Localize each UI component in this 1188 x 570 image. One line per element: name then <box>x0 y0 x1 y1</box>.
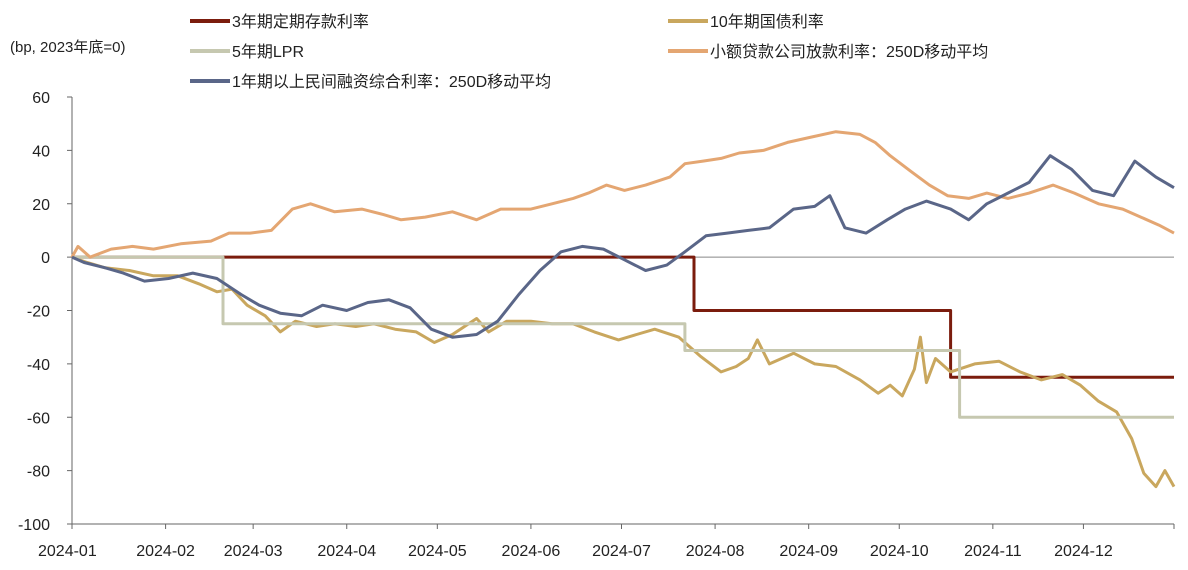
x-tick-label: 2024-03 <box>224 543 283 560</box>
y-tick-label: 40 <box>32 143 50 160</box>
axes: 60 40 20 0 -20 -40 -60 -80 -100 2024-01 2024-02 202… <box>18 90 1175 560</box>
series-line-3 <box>72 255 1174 419</box>
y-tick-label: -80 <box>27 464 50 481</box>
legend: 3年期定期存款利率 5年期LPR 1年期以上民间融资综合利率：250D移动平均 10年… <box>190 13 988 91</box>
y-tick-label: -20 <box>27 304 50 321</box>
legend-label-5: 1年期以上民间融资综合利率：250D移动平均 <box>232 73 551 91</box>
y-tick-label: 60 <box>32 90 50 107</box>
x-tick-label: 2024-01 <box>38 543 97 560</box>
y-tick-label: -100 <box>18 517 50 534</box>
series-line-1 <box>72 255 1174 379</box>
legend-label-1: 3年期定期存款利率 <box>232 13 369 31</box>
y-tick-label: -40 <box>27 357 50 374</box>
y-tick-label: 0 <box>41 250 50 267</box>
legend-label-3: 5年期LPR <box>232 43 304 61</box>
x-tick-label: 2024-10 <box>870 543 929 560</box>
x-tick-label: 2024-12 <box>1054 543 1113 560</box>
x-tick-label: 2024-07 <box>592 543 651 560</box>
x-tick-label: 2024-04 <box>317 543 376 560</box>
x-tick-label: 2024-06 <box>502 543 561 560</box>
legend-label-2: 10年期国债利率 <box>710 13 824 31</box>
series-layer <box>70 130 1176 489</box>
series-line-4 <box>70 130 1175 259</box>
y-tick-label: -60 <box>27 410 50 427</box>
x-tick-label: 2024-11 <box>964 543 1022 560</box>
legend-label-4: 小额贷款公司放款利率：250D移动平均 <box>710 43 988 61</box>
x-tick-label: 2024-08 <box>686 543 745 560</box>
series-line-5 <box>71 154 1175 339</box>
x-tick-label: 2024-05 <box>408 543 467 560</box>
x-tick-label: 2024-09 <box>779 543 838 560</box>
unit-label: (bp, 2023年底=0) <box>10 39 125 56</box>
x-tick-label: 2024-02 <box>136 543 195 560</box>
y-tick-label: 20 <box>32 197 50 214</box>
